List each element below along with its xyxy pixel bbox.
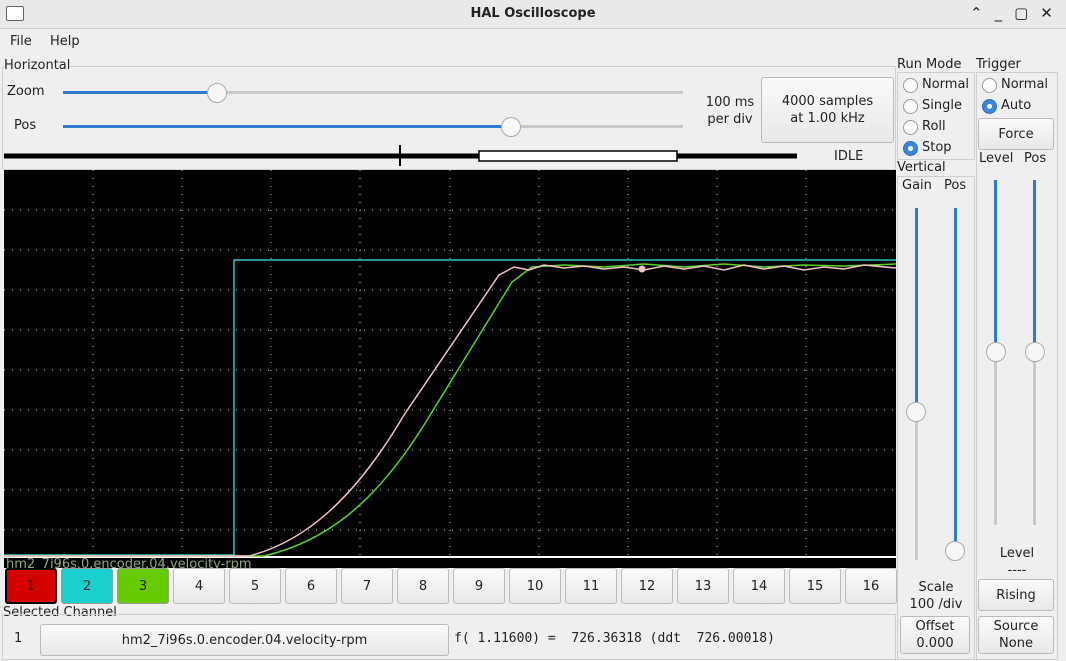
radio-label[interactable]: Normal <box>1001 77 1049 92</box>
title-bar <box>0 0 1066 29</box>
channel-button[interactable]: 13 <box>677 568 729 604</box>
edge-button[interactable]: Rising <box>978 579 1054 611</box>
radio-label[interactable]: Normal <box>922 77 970 92</box>
radio[interactable] <box>903 141 918 156</box>
window-controls[interactable]: ⌃_▢✕ <box>970 4 1065 22</box>
channel-number: 1 <box>14 631 23 646</box>
radio-label[interactable]: Single <box>922 98 962 113</box>
pos-label: Pos <box>14 118 37 133</box>
channel-button[interactable]: 8 <box>397 568 449 604</box>
scale: Scale 100 /div <box>897 579 975 613</box>
channel-button[interactable]: 5 <box>229 568 281 604</box>
vpos-label: Pos <box>944 178 967 193</box>
channel-button[interactable]: 10 <box>509 568 561 604</box>
channel-button[interactable]: 3 <box>117 568 169 604</box>
offset-button[interactable]: Offset 0.000 <box>900 616 970 654</box>
text: at 1.00 kHz <box>790 111 865 126</box>
horizontal-group <box>2 66 896 170</box>
vpos-slider[interactable] <box>954 208 957 551</box>
window-icon[interactable] <box>6 6 24 21</box>
text: Level <box>999 546 1035 561</box>
channel-button[interactable]: 15 <box>789 568 841 604</box>
gain-handle[interactable] <box>906 402 926 422</box>
zoom-slider[interactable] <box>63 91 683 94</box>
level-label: Level <box>979 151 1014 166</box>
zoom-label: Zoom <box>7 84 45 99</box>
pos-fill <box>63 125 511 128</box>
pos-handle[interactable] <box>501 117 521 137</box>
channel-button[interactable]: 11 <box>565 568 617 604</box>
trace-label: hm2_7i96s.0.encoder.04.velocity-rpm <box>6 557 251 568</box>
window-title: HAL Oscilloscope <box>470 6 596 21</box>
channel-button[interactable]: 4 <box>173 568 225 604</box>
trigger-level: Level ---- <box>976 545 1058 579</box>
selected-channel-label: Selected Channel <box>3 605 117 620</box>
level-fill <box>994 180 997 352</box>
gain-fill <box>915 208 918 412</box>
group-label: Horizontal <box>4 58 71 73</box>
radio[interactable] <box>903 99 918 114</box>
text: hm2_7i96s.0.encoder.04.velocity-rpm <box>121 632 368 648</box>
samples-button[interactable]: 4000 samples at 1.00 kHz <box>761 77 894 143</box>
text: ---- <box>1007 563 1027 578</box>
selected-channel-group <box>2 614 896 660</box>
vpos-handle[interactable] <box>945 541 965 561</box>
channel-button[interactable]: 2 <box>61 568 113 604</box>
text: None <box>999 636 1033 651</box>
channel-button[interactable]: 16 <box>845 568 897 604</box>
text: per div <box>707 112 753 127</box>
group-label: Vertical <box>897 160 946 175</box>
vertical-group <box>897 176 975 660</box>
level-handle[interactable] <box>986 342 1006 362</box>
trigger-group <box>976 72 1058 660</box>
text: Source <box>993 619 1039 634</box>
channel-button[interactable]: 14 <box>733 568 785 604</box>
force-button[interactable]: Force <box>978 118 1054 150</box>
record-bar <box>4 145 797 166</box>
menu-item[interactable]: Help <box>50 34 80 49</box>
menu-item[interactable]: File <box>10 34 32 49</box>
readout: f( 1.11600) = 726.36318 (ddt 726.00018) <box>454 631 775 646</box>
text: 4000 samples <box>781 94 874 109</box>
text: 100 /div <box>909 597 963 612</box>
text: Rising <box>996 587 1036 603</box>
radio-label[interactable]: Stop <box>922 140 952 155</box>
text: 0.000 <box>916 636 954 651</box>
group-label: Trigger <box>976 57 1021 72</box>
radio-label[interactable]: Auto <box>1001 98 1032 113</box>
source-button[interactable]: Source None <box>978 616 1054 654</box>
run-mode-group <box>897 72 975 160</box>
zoom-fill <box>63 91 217 94</box>
channel-button[interactable]: 9 <box>453 568 505 604</box>
zoom-handle[interactable] <box>207 83 227 103</box>
tpos-label: Pos <box>1024 151 1047 166</box>
radio-label[interactable]: Roll <box>922 119 946 134</box>
channel-button[interactable]: 6 <box>285 568 337 604</box>
tpos-fill <box>1033 180 1036 352</box>
text: 100 ms <box>705 95 755 110</box>
radio[interactable] <box>903 120 918 135</box>
text: Scale <box>918 580 954 595</box>
channel-button[interactable]: 1 <box>5 568 57 604</box>
group-label: Run Mode <box>897 57 962 72</box>
radio[interactable] <box>982 99 997 114</box>
scope-screen: hm2_7i96s.0.encoder.04.velocity-rpm <box>4 170 896 568</box>
channel-button[interactable]: 12 <box>621 568 673 604</box>
time-per-div: 100 ms per div <box>700 94 760 128</box>
text: Force <box>998 126 1034 142</box>
radio[interactable] <box>903 78 918 93</box>
channel-button[interactable]: 7 <box>341 568 393 604</box>
radio[interactable] <box>982 78 997 93</box>
tpos-handle[interactable] <box>1025 342 1045 362</box>
state-label: IDLE <box>834 149 864 164</box>
channel-name-button[interactable]: hm2_7i96s.0.encoder.04.velocity-rpm <box>40 624 449 656</box>
text: Offset <box>915 619 955 634</box>
gain-label: Gain <box>902 178 932 193</box>
